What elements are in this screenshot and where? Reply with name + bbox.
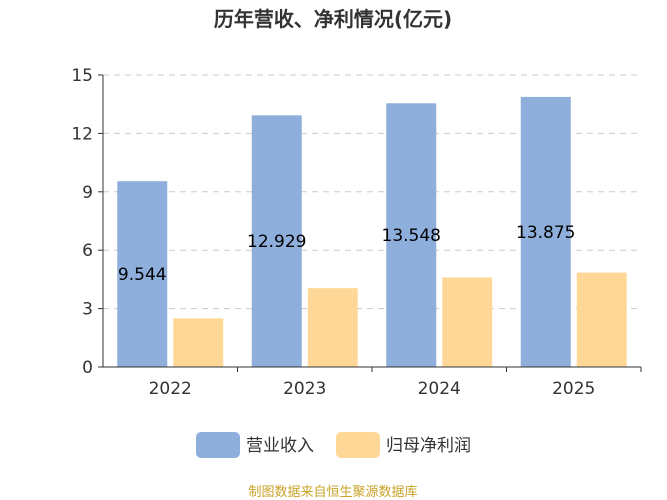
legend-label-net-profit: 归母净利润	[386, 436, 471, 456]
legend-swatch-net-profit	[336, 432, 380, 458]
y-tick-label-1: 3	[82, 300, 93, 320]
chart-title: 历年营收、净利情况(亿元)	[214, 7, 452, 31]
y-tick-label-3: 9	[82, 183, 93, 203]
data-label-revenue-2023: 12.929	[247, 232, 306, 252]
x-tick-label-2023: 2023	[283, 379, 326, 399]
data-label-revenue-2022: 9.544	[118, 265, 167, 285]
x-tick-label-2022: 2022	[149, 379, 192, 399]
bar-net-profit-2023	[307, 288, 358, 367]
data-label-revenue-2024: 13.548	[382, 226, 441, 246]
x-tick-label-2025: 2025	[552, 379, 595, 399]
data-source-note: 制图数据来自恒生聚源数据库	[248, 484, 417, 500]
bar-revenue-2024	[386, 103, 437, 368]
y-tick-label-0: 0	[82, 358, 93, 378]
bar-revenue-2022	[117, 181, 168, 367]
bar-net-profit-2025	[576, 272, 627, 367]
legend-swatch-revenue	[196, 432, 240, 458]
y-tick-label-2: 6	[82, 241, 93, 261]
y-tick-label-4: 12	[71, 124, 93, 144]
y-tick-label-5: 15	[71, 66, 93, 86]
data-label-revenue-2025: 13.875	[516, 223, 575, 243]
bar-net-profit-2022	[173, 318, 224, 367]
bar-revenue-2025	[520, 96, 571, 368]
bar-revenue-2023	[251, 115, 302, 368]
x-tick-label-2024: 2024	[418, 379, 461, 399]
legend-label-revenue: 营业收入	[246, 436, 314, 456]
bar-net-profit-2024	[442, 277, 493, 367]
